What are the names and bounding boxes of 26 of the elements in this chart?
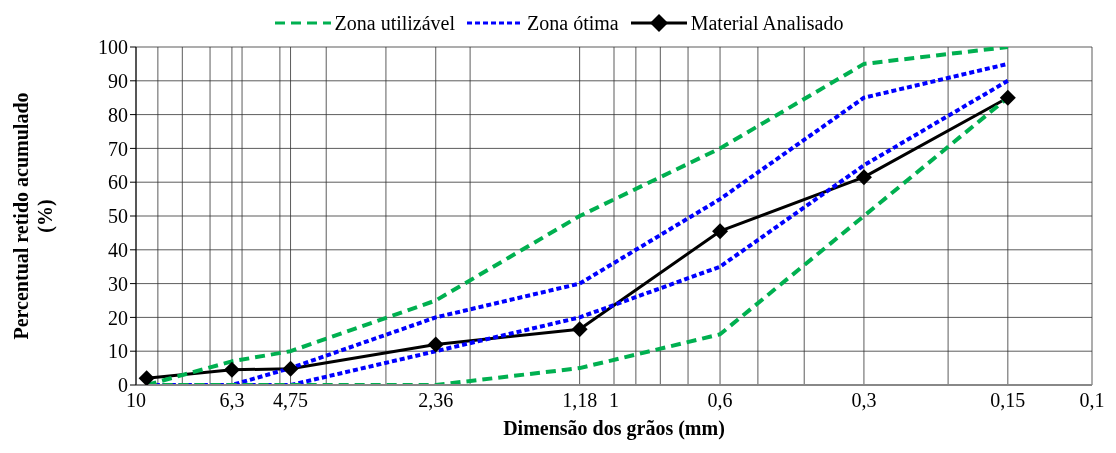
- legend-label: Zona utilizável: [334, 11, 456, 35]
- y-tick-label: 50: [108, 205, 128, 228]
- y-tick-label: 30: [108, 272, 128, 295]
- x-tick-label: 0,1: [1079, 389, 1105, 412]
- legend-label: Zona ótima: [527, 11, 619, 35]
- x-tick-label: 0,15: [990, 389, 1026, 412]
- y-tick-label: 60: [108, 171, 128, 194]
- x-tick-label: 1,18: [562, 389, 598, 412]
- x-tick-label: 4,75: [273, 389, 309, 412]
- x-tick-label: 0,6: [707, 389, 733, 412]
- x-tick-label: 2,36: [418, 389, 454, 412]
- y-tick-label: 80: [108, 103, 128, 126]
- y-axis-title: Percentual retido acumulado (%): [10, 92, 57, 340]
- x-tick-label: 10: [126, 389, 146, 412]
- y-tick-label: 10: [108, 340, 128, 363]
- y-tick-label: 70: [108, 137, 128, 160]
- y-tick-label: 40: [108, 238, 128, 261]
- x-tick-label: 0,3: [851, 389, 877, 412]
- y-tick-label: 100: [98, 36, 128, 59]
- x-tick-label: 1: [609, 389, 619, 412]
- legend-label: Material Analisado: [690, 11, 844, 35]
- y-tick-label: 0: [118, 374, 128, 397]
- y-tick-label: 90: [108, 69, 128, 92]
- x-tick-label: 6,3: [219, 389, 245, 412]
- y-tick-label: 20: [108, 306, 128, 329]
- x-axis-title: Dimensão dos grãos (mm): [503, 417, 725, 440]
